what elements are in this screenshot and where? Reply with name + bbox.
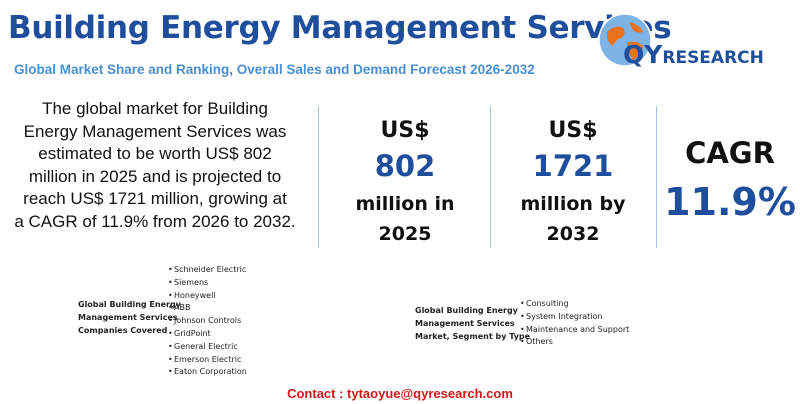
summary-line: estimated to be worth US$ 802 bbox=[38, 144, 272, 163]
companies-label-line: Companies Covered bbox=[78, 326, 168, 335]
list-item: •Johnson Controls bbox=[168, 315, 247, 328]
report-title: Building Energy Management Services bbox=[8, 10, 672, 46]
stat-currency: US$ bbox=[548, 118, 598, 143]
company-name: ABB bbox=[174, 303, 191, 313]
bullet-icon: • bbox=[168, 290, 173, 300]
bullet-icon: • bbox=[168, 341, 173, 351]
bullet-icon: • bbox=[168, 277, 173, 287]
list-item: •Others bbox=[520, 336, 629, 349]
bullet-icon: • bbox=[168, 354, 173, 364]
bullet-icon: • bbox=[168, 367, 173, 377]
list-item: •Maintenance and Support bbox=[520, 324, 629, 337]
segment-name: Consulting bbox=[526, 299, 569, 308]
divider bbox=[656, 106, 657, 248]
segments-label-line: Global Building Energy bbox=[415, 306, 518, 315]
list-item: •Eaton Corporation bbox=[168, 366, 247, 379]
list-item: •GridPoint bbox=[168, 328, 247, 341]
companies-label: Global Building Energy Management Servic… bbox=[78, 298, 181, 337]
segments-label-line: Management Services bbox=[415, 319, 515, 328]
list-item: •Consulting bbox=[520, 298, 629, 311]
company-name: Honeywell bbox=[174, 290, 216, 300]
bullet-icon: • bbox=[168, 316, 173, 326]
market-summary: The global market for Building Energy Ma… bbox=[4, 98, 306, 233]
company-name: Siemens bbox=[174, 277, 209, 287]
stat-2032: US$ 1721 million by 2032 bbox=[498, 118, 648, 249]
bullet-icon: • bbox=[168, 303, 173, 313]
divider bbox=[490, 106, 491, 248]
list-item: •Siemens bbox=[168, 277, 247, 290]
summary-line: million in 2025 and is projected to bbox=[28, 166, 282, 186]
stat-unit-line: million in bbox=[355, 193, 455, 215]
divider bbox=[318, 106, 319, 248]
list-item: •ABB bbox=[168, 302, 247, 315]
cagr-value: 11.9% bbox=[664, 180, 796, 224]
segments-list: •Consulting •System Integration •Mainten… bbox=[520, 298, 629, 349]
bullet-icon: • bbox=[168, 328, 173, 338]
stat-value: 802 bbox=[374, 149, 436, 183]
logo-wordmark: QYRESEARCH bbox=[623, 40, 764, 69]
bullet-icon: • bbox=[520, 324, 525, 334]
companies-list: •Schneider Electric •Siemens •Honeywell … bbox=[168, 264, 247, 379]
contact-line: Contact : tytaoyue@qyresearch.com bbox=[287, 386, 513, 401]
bullet-icon: • bbox=[168, 265, 173, 274]
summary-line: The global market for Building bbox=[42, 99, 268, 118]
summary-line: Energy Management Services was bbox=[23, 121, 287, 141]
report-subtitle: Global Market Share and Ranking, Overall… bbox=[14, 62, 535, 77]
list-item: •Honeywell bbox=[168, 290, 247, 303]
segment-name: System Integration bbox=[526, 311, 603, 321]
list-item: •Schneider Electric bbox=[168, 264, 247, 277]
qyresearch-logo: QYRESEARCH bbox=[597, 12, 797, 72]
stat-2025: US$ 802 million in 2025 bbox=[330, 118, 480, 249]
company-name: General Electric bbox=[174, 341, 238, 351]
logo-letters-qy: QY bbox=[623, 40, 663, 69]
segments-label: Global Building Energy Management Servic… bbox=[415, 304, 530, 343]
stat-unit-line: 2032 bbox=[546, 223, 600, 245]
company-name: Eaton Corporation bbox=[174, 367, 247, 377]
company-name: Emerson Electric bbox=[174, 354, 242, 364]
company-name: GridPoint bbox=[174, 328, 211, 338]
bullet-icon: • bbox=[520, 337, 525, 347]
list-item: •System Integration bbox=[520, 311, 629, 324]
segment-name: Others bbox=[526, 337, 553, 347]
stat-unit-line: million by bbox=[520, 193, 626, 215]
stat-unit-line: 2025 bbox=[378, 223, 432, 245]
bullet-icon: • bbox=[520, 311, 525, 321]
segments-label-line: Market, Segment by Type bbox=[415, 332, 531, 341]
companies-label-line: Global Building Energy bbox=[78, 300, 181, 309]
bullet-icon: • bbox=[520, 299, 525, 308]
summary-line: reach US$ 1721 million, growing at bbox=[23, 189, 287, 208]
segment-name: Maintenance and Support bbox=[526, 324, 630, 334]
company-name: Johnson Controls bbox=[174, 316, 242, 326]
company-name: Schneider Electric bbox=[174, 265, 247, 274]
cagr-label: CAGR bbox=[685, 136, 775, 170]
stat-currency: US$ bbox=[380, 118, 430, 143]
globe-icon bbox=[598, 13, 652, 67]
summary-line: a CAGR of 11.9% from 2026 to 2032. bbox=[14, 211, 296, 231]
companies-label-line: Management Services bbox=[78, 313, 178, 322]
list-item: •Emerson Electric bbox=[168, 354, 247, 367]
stat-value: 1721 bbox=[532, 149, 614, 183]
logo-letters-research: RESEARCH bbox=[662, 48, 764, 68]
list-item: •General Electric bbox=[168, 341, 247, 354]
